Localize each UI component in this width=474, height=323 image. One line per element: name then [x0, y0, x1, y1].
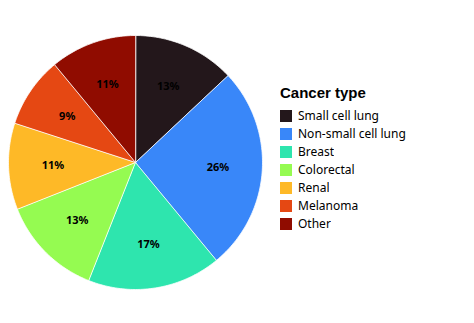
- svg-text:17%: 17%: [137, 235, 160, 250]
- html-text:Breast: Breast: [298, 143, 335, 160]
- html-text:Colorectal: Colorectal: [298, 161, 355, 178]
- html-text:Non-small cell lung: Non-small cell lung: [298, 125, 406, 142]
- svg-text:13%: 13%: [66, 212, 89, 227]
- svg-text:13%: 13%: [157, 78, 180, 93]
- svg-text:9%: 9%: [59, 107, 75, 122]
- html-text:Melanoma: Melanoma: [298, 197, 359, 214]
- html-text:Other: Other: [298, 215, 331, 232]
- svg-text:26%: 26%: [207, 159, 230, 174]
- html-text:Small cell lung: Small cell lung: [298, 107, 379, 124]
- svg-text:11%: 11%: [42, 156, 65, 171]
- html-text:Renal: Renal: [298, 179, 330, 196]
- svg-text:11%: 11%: [96, 76, 119, 91]
- html-text:Cancer type: Cancer type: [280, 84, 366, 101]
